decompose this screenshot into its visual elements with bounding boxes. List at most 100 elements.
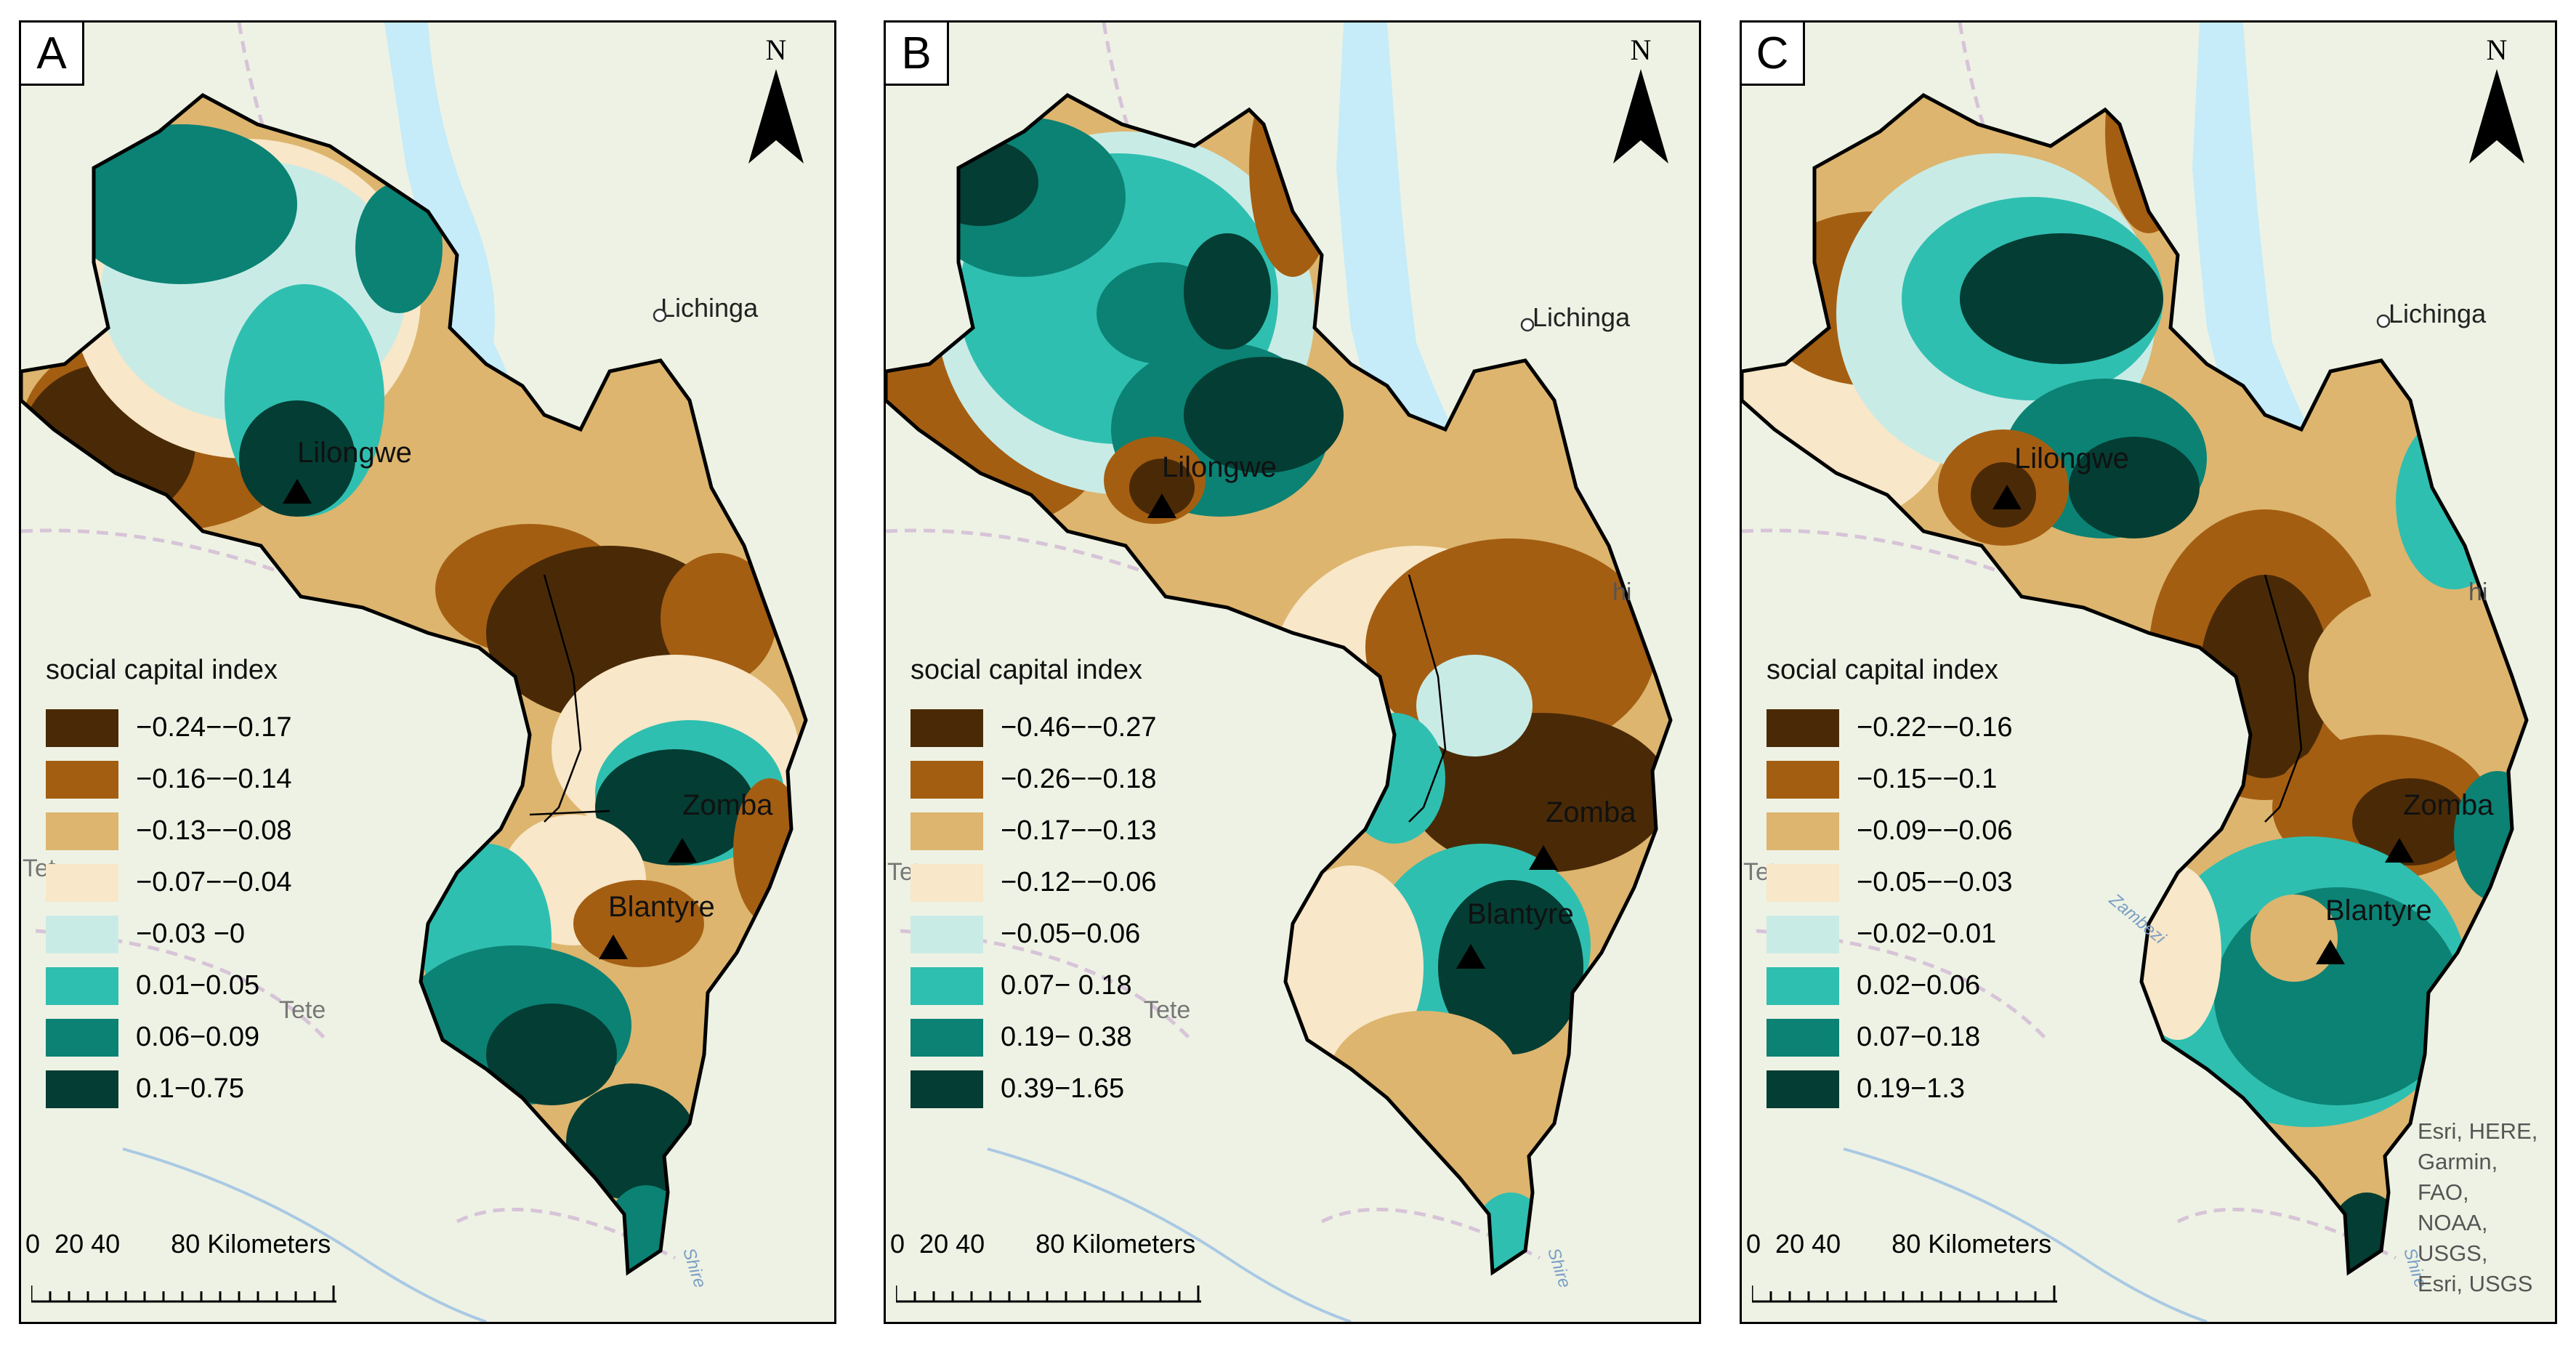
legend-label: −0.22−−0.16 xyxy=(1857,712,2013,743)
scale-tick-0: 0 xyxy=(1746,1229,1761,1259)
legend-label: −0.03 −0 xyxy=(136,919,246,949)
scale-tick-0: 0 xyxy=(25,1229,41,1259)
legend-item: −0.05−−0.03 xyxy=(1767,857,2079,908)
scale-tick-40: 40 xyxy=(91,1229,121,1259)
legend-item: −0.17−−0.13 xyxy=(911,805,1223,857)
scale-ticks xyxy=(31,1286,336,1303)
lilongwe-marker xyxy=(1992,485,2022,509)
scale-numbers: 0 20 40 80 Kilometers xyxy=(25,1229,331,1259)
legend-item: −0.26−−0.18 xyxy=(911,754,1223,805)
attribution-line: NOAA, xyxy=(2418,1210,2488,1235)
scale-ticks xyxy=(1752,1286,2057,1303)
legend-swatch xyxy=(911,760,983,799)
legend-label: 0.07− 0.18 xyxy=(1001,970,1132,1001)
scale-tick-20: 20 xyxy=(54,1229,84,1259)
legend-label: −0.02−0.01 xyxy=(1857,919,1997,949)
legend-item: 0.07−0.18 xyxy=(1767,1012,2079,1063)
attribution-line: USGS, xyxy=(2418,1240,2488,1266)
legend-item: 0.39−1.65 xyxy=(911,1063,1223,1115)
scale-ticks xyxy=(896,1286,1201,1303)
blantyre-label: Blantyre xyxy=(608,891,715,923)
legend-label: 0.06−0.09 xyxy=(136,1022,260,1052)
map-panel-b: B N Lichinga Tet Tete hi Shire Lilongwe … xyxy=(884,20,1701,1324)
map-canvas xyxy=(1742,23,2555,1322)
legend-label: −0.09−−0.06 xyxy=(1857,815,2013,846)
map-panel-c: C N Lichinga Tet hi Zambezi Shire Lilong… xyxy=(1740,20,2557,1324)
legend-item: −0.13−−0.08 xyxy=(46,805,358,857)
legend-label: −0.17−−0.13 xyxy=(1001,815,1157,846)
legend-label: 0.1−0.75 xyxy=(136,1073,244,1104)
legend-item: 0.07− 0.18 xyxy=(911,960,1223,1012)
legend-swatch xyxy=(46,760,118,799)
country-outline xyxy=(1742,93,2529,1276)
blantyre-marker xyxy=(599,935,628,959)
legend-label: −0.24−−0.17 xyxy=(136,712,292,743)
lichinga-marker xyxy=(653,308,667,323)
north-arrow: N xyxy=(2460,33,2533,178)
legend-item: −0.16−−0.14 xyxy=(46,754,358,805)
legend-swatch xyxy=(46,915,118,953)
legend-swatch xyxy=(911,863,983,902)
legend-swatch xyxy=(911,1070,983,1108)
north-arrow-icon xyxy=(1613,69,1668,164)
legend-item: 0.1−0.75 xyxy=(46,1063,358,1115)
lilongwe-marker xyxy=(283,479,312,504)
legend-label: −0.12−−0.06 xyxy=(1001,867,1157,897)
legend-item: −0.15−−0.1 xyxy=(1767,754,2079,805)
legend-label: 0.19− 0.38 xyxy=(1001,1022,1132,1052)
legend-swatch xyxy=(1767,966,1839,1005)
map-canvas xyxy=(886,23,1699,1322)
zomba-label: Zomba xyxy=(682,789,773,821)
shi-label: hi xyxy=(1612,578,1632,606)
scale-bar: 0 20 40 80 Kilometers xyxy=(1746,1229,2153,1309)
legend-item: −0.24−−0.17 xyxy=(46,702,358,754)
legend-label: −0.46−−0.27 xyxy=(1001,712,1157,743)
blantyre-marker xyxy=(1456,944,1485,969)
legend-label: −0.15−−0.1 xyxy=(1857,764,1998,794)
lichinga-marker xyxy=(1520,318,1535,332)
legend-swatch xyxy=(1767,709,1839,747)
legend-item: −0.46−−0.27 xyxy=(911,702,1223,754)
panel-letter: A xyxy=(21,23,84,86)
legend-swatch xyxy=(1767,915,1839,953)
north-arrow-icon xyxy=(748,69,804,164)
legend-swatch xyxy=(46,1018,118,1057)
legend-label: 0.19−1.3 xyxy=(1857,1073,1965,1104)
legend-item: −0.12−−0.06 xyxy=(911,857,1223,908)
scale-label: 80 Kilometers xyxy=(171,1229,331,1259)
attribution-line: Esri, USGS xyxy=(2418,1271,2533,1296)
legend-swatch xyxy=(911,1018,983,1057)
legend-swatch xyxy=(1767,1018,1839,1057)
north-arrow: N xyxy=(1604,33,1677,178)
legend-label: 0.01−0.05 xyxy=(136,970,260,1001)
lilongwe-marker xyxy=(1147,493,1176,518)
legend-item: −0.22−−0.16 xyxy=(1767,702,2079,754)
legend-swatch xyxy=(46,812,118,850)
attribution-line: FAO, xyxy=(2418,1179,2469,1205)
legend-label: −0.05−−0.03 xyxy=(1857,867,2013,897)
scale-tick-40: 40 xyxy=(956,1229,985,1259)
scale-bar: 0 20 40 80 Kilometers xyxy=(890,1229,1297,1309)
zomba-label: Zomba xyxy=(2403,789,2494,821)
tete-south-label: Tete xyxy=(1144,996,1191,1024)
scale-tick-40: 40 xyxy=(1812,1229,1841,1259)
lilongwe-label: Lilongwe xyxy=(297,437,412,469)
legend: social capital index −0.24−−0.17 −0.16−−… xyxy=(46,655,358,1115)
legend-swatch xyxy=(46,966,118,1005)
zomba-marker xyxy=(2385,838,2414,863)
lichinga-marker xyxy=(2376,314,2391,328)
zomba-marker xyxy=(668,838,697,863)
legend-label: −0.07−−0.04 xyxy=(136,867,292,897)
legend-item: −0.02−0.01 xyxy=(1767,908,2079,960)
map-canvas xyxy=(21,23,834,1322)
legend-swatch xyxy=(911,709,983,747)
country-outline xyxy=(886,93,1673,1276)
panel-letter: C xyxy=(1742,23,1805,86)
north-label: N xyxy=(2486,33,2508,66)
legend-label: 0.07−0.18 xyxy=(1857,1022,1981,1052)
legend: social capital index −0.46−−0.27 −0.26−−… xyxy=(911,655,1223,1115)
panel-letter: B xyxy=(886,23,949,86)
legend-item: −0.09−−0.06 xyxy=(1767,805,2079,857)
legend-swatch xyxy=(1767,812,1839,850)
lichinga-label: Lichinga xyxy=(661,293,759,323)
